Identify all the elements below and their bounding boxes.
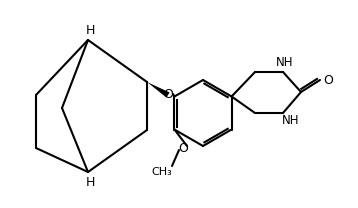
Text: O: O (178, 141, 188, 155)
Text: NH: NH (282, 114, 300, 128)
Text: H: H (85, 176, 95, 188)
Polygon shape (147, 82, 170, 98)
Text: O: O (323, 73, 333, 87)
Text: O: O (163, 88, 173, 102)
Text: H: H (85, 25, 95, 37)
Text: CH₃: CH₃ (152, 167, 172, 177)
Text: NH: NH (276, 57, 294, 69)
